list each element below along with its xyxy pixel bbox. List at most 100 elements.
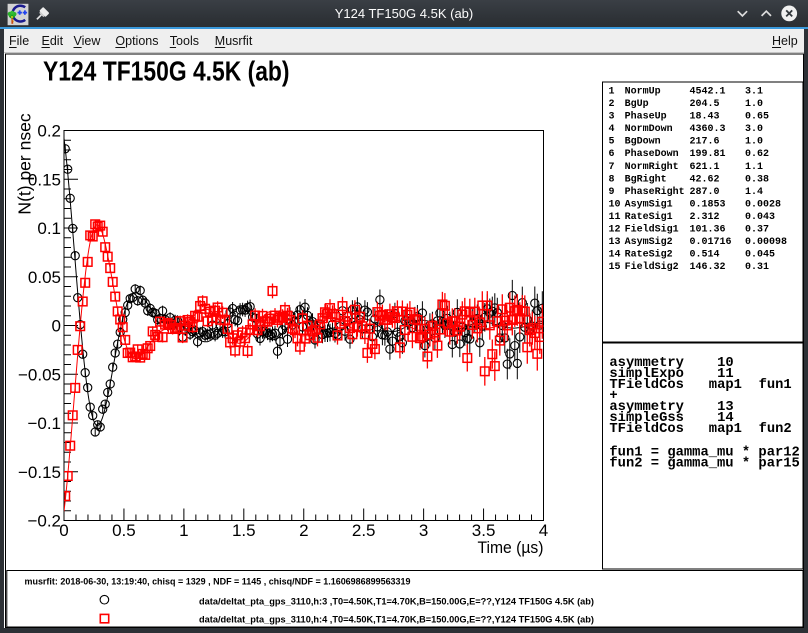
- svg-text:4542.1: 4542.1: [690, 86, 726, 97]
- svg-text:18.43: 18.43: [690, 112, 720, 123]
- svg-text:−0.1: −0.1: [27, 414, 61, 433]
- svg-text:BgDown: BgDown: [625, 137, 661, 148]
- svg-text:0.5: 0.5: [112, 521, 136, 540]
- svg-text:3: 3: [609, 112, 615, 123]
- svg-text:NormRight: NormRight: [625, 161, 679, 173]
- svg-text:15: 15: [609, 262, 621, 273]
- svg-text:1.4: 1.4: [745, 187, 763, 198]
- svg-text:+: +: [609, 389, 617, 404]
- svg-text:N(t) per nsec: N(t) per nsec: [15, 113, 35, 214]
- svg-text:0.01716: 0.01716: [690, 237, 732, 248]
- svg-text:0.37: 0.37: [745, 225, 769, 236]
- svg-text:0.00098: 0.00098: [745, 237, 787, 248]
- svg-text:9: 9: [609, 187, 615, 198]
- svg-text:1.1: 1.1: [745, 162, 763, 173]
- svg-text:−0.05: −0.05: [18, 365, 61, 384]
- svg-text:6: 6: [609, 149, 615, 160]
- svg-text:fun1: fun1: [759, 377, 792, 393]
- svg-text:14: 14: [717, 411, 734, 426]
- svg-text:musrfit: 2018-06-30, 13:19:40,: musrfit: 2018-06-30, 13:19:40, chisq = 1…: [25, 576, 411, 587]
- svg-text:TFieldCos: TFieldCos: [609, 377, 684, 393]
- svg-text:simpleGss: simpleGss: [609, 410, 684, 426]
- svg-text:0: 0: [59, 521, 68, 540]
- svg-text:11: 11: [609, 212, 621, 223]
- svg-text:RateSig1: RateSig1: [625, 211, 673, 223]
- svg-text:BgRight: BgRight: [625, 173, 667, 185]
- svg-text:fun2: fun2: [759, 421, 792, 437]
- svg-text:0.31: 0.31: [745, 262, 769, 273]
- svg-text:4360.3: 4360.3: [690, 124, 726, 135]
- svg-text:217.6: 217.6: [690, 137, 720, 148]
- svg-text:0.65: 0.65: [745, 112, 769, 123]
- svg-text:Time (µs): Time (µs): [478, 538, 544, 557]
- svg-text:199.81: 199.81: [690, 149, 726, 160]
- svg-text:−0.2: −0.2: [27, 512, 61, 531]
- svg-text:3.1: 3.1: [745, 86, 763, 97]
- svg-text:map1: map1: [709, 422, 742, 437]
- svg-text:5: 5: [609, 137, 615, 148]
- svg-text:287.0: 287.0: [690, 187, 720, 198]
- svg-text:8: 8: [609, 174, 615, 185]
- svg-text:7: 7: [609, 162, 615, 173]
- svg-text:101.36: 101.36: [690, 225, 726, 236]
- svg-text:TFieldCos: TFieldCos: [609, 421, 684, 437]
- svg-text:AsymSig2: AsymSig2: [625, 236, 673, 248]
- svg-text:12: 12: [609, 225, 621, 236]
- svg-text:fun2 = gamma_mu * par15: fun2 = gamma_mu * par15: [609, 456, 799, 472]
- svg-text:−0.15: −0.15: [18, 463, 61, 482]
- svg-text:1.5: 1.5: [232, 521, 256, 540]
- svg-text:BgUp: BgUp: [625, 99, 649, 110]
- svg-text:0.05: 0.05: [28, 268, 61, 287]
- svg-text:4: 4: [609, 124, 615, 135]
- svg-text:NormDown: NormDown: [625, 124, 673, 135]
- svg-text:1.0: 1.0: [745, 137, 763, 148]
- svg-text:0.045: 0.045: [745, 250, 775, 261]
- svg-text:10: 10: [717, 356, 734, 371]
- svg-text:0: 0: [52, 317, 61, 336]
- svg-text:0.0028: 0.0028: [745, 199, 781, 210]
- svg-text:13: 13: [717, 400, 734, 415]
- svg-text:3.0: 3.0: [745, 124, 763, 135]
- svg-text:4: 4: [539, 521, 548, 540]
- svg-text:1: 1: [179, 521, 188, 540]
- svg-text:NormUp: NormUp: [625, 86, 661, 97]
- svg-text:simplExpo: simplExpo: [609, 366, 684, 382]
- svg-text:0.62: 0.62: [745, 149, 769, 160]
- svg-text:146.32: 146.32: [690, 262, 726, 273]
- svg-text:0.1: 0.1: [37, 219, 61, 238]
- svg-text:asymmetry: asymmetry: [609, 400, 684, 415]
- svg-text:1: 1: [609, 86, 615, 97]
- svg-text:PhaseUp: PhaseUp: [625, 111, 667, 123]
- svg-text:0.2: 0.2: [37, 122, 61, 141]
- svg-text:0.15: 0.15: [28, 170, 61, 189]
- svg-text:RateSig2: RateSig2: [625, 249, 673, 261]
- svg-text:2.5: 2.5: [352, 521, 376, 540]
- svg-text:2: 2: [299, 521, 308, 540]
- svg-text:13: 13: [609, 237, 621, 248]
- svg-text:AsymSig1: AsymSig1: [625, 198, 673, 210]
- svg-text:map1: map1: [709, 378, 742, 393]
- svg-text:PhaseRight: PhaseRight: [625, 186, 685, 198]
- svg-text:2: 2: [609, 99, 615, 110]
- svg-text:14: 14: [609, 250, 621, 261]
- svg-text:asymmetry: asymmetry: [609, 356, 684, 371]
- svg-text:621.1: 621.1: [690, 162, 720, 173]
- svg-text:PhaseDown: PhaseDown: [625, 148, 679, 160]
- svg-text:10: 10: [609, 199, 621, 210]
- svg-text:3: 3: [419, 521, 428, 540]
- svg-text:0.1853: 0.1853: [690, 199, 726, 210]
- svg-text:11: 11: [717, 367, 734, 382]
- svg-text:fun1 = gamma_mu * par12: fun1 = gamma_mu * par12: [609, 445, 799, 461]
- svg-text:3.5: 3.5: [472, 521, 496, 540]
- svg-text:0.043: 0.043: [745, 212, 775, 223]
- svg-text:2.312: 2.312: [690, 212, 720, 223]
- svg-text:Y124 TF150G 4.5K (ab): Y124 TF150G 4.5K (ab): [43, 55, 290, 86]
- svg-text:204.5: 204.5: [690, 99, 720, 110]
- svg-text:0.514: 0.514: [690, 250, 720, 261]
- svg-text:data/deltat_pta_gps_3110,h:4 ,: data/deltat_pta_gps_3110,h:4 ,T0=4.50K,T…: [199, 615, 594, 626]
- svg-text:42.62: 42.62: [690, 174, 720, 185]
- svg-text:data/deltat_pta_gps_3110,h:3 ,: data/deltat_pta_gps_3110,h:3 ,T0=4.50K,T…: [199, 597, 594, 608]
- svg-text:FieldSig2: FieldSig2: [625, 261, 679, 273]
- svg-text:1.0: 1.0: [745, 99, 763, 110]
- svg-text:0.38: 0.38: [745, 174, 769, 185]
